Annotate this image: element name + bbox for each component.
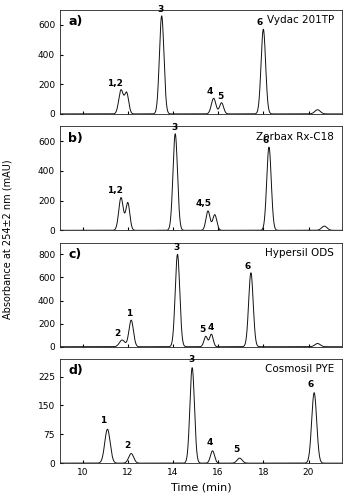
- Text: 4: 4: [207, 438, 214, 447]
- Text: Cosmosil PYE: Cosmosil PYE: [265, 365, 334, 374]
- Text: a): a): [68, 15, 83, 28]
- Text: Vydac 201TP: Vydac 201TP: [267, 15, 334, 25]
- Text: b): b): [68, 131, 83, 144]
- Text: 5: 5: [199, 325, 205, 334]
- Text: d): d): [68, 365, 83, 377]
- Text: Absorbance at 254±2 nm (mAU): Absorbance at 254±2 nm (mAU): [2, 159, 12, 319]
- X-axis label: Time (min): Time (min): [171, 483, 232, 493]
- Text: 2: 2: [125, 441, 131, 450]
- Text: 6: 6: [263, 136, 269, 145]
- Text: 3: 3: [188, 355, 194, 364]
- Text: 4: 4: [207, 87, 214, 96]
- Text: 3: 3: [157, 4, 164, 13]
- Text: 1: 1: [126, 309, 132, 318]
- Text: 5: 5: [218, 92, 224, 101]
- Text: c): c): [68, 248, 82, 261]
- Text: 6: 6: [308, 380, 314, 389]
- Text: Hypersil ODS: Hypersil ODS: [265, 248, 334, 258]
- Text: 4: 4: [208, 323, 214, 332]
- Text: 3: 3: [171, 123, 177, 131]
- Text: 1,2: 1,2: [107, 186, 123, 195]
- Text: 5: 5: [233, 445, 239, 454]
- Text: 2: 2: [114, 329, 121, 339]
- Text: 6: 6: [257, 18, 263, 27]
- Text: 6: 6: [244, 262, 251, 271]
- Text: 1: 1: [100, 416, 107, 425]
- Text: 1,2: 1,2: [107, 79, 123, 88]
- Text: Zorbax Rx-C18: Zorbax Rx-C18: [256, 131, 334, 141]
- Text: 4,5: 4,5: [196, 199, 211, 208]
- Text: 3: 3: [173, 243, 179, 252]
